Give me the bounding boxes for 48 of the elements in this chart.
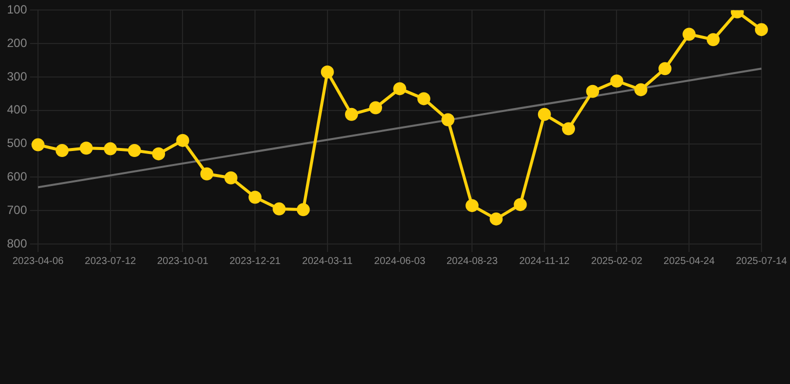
y-tick-label: 500 xyxy=(6,136,28,150)
point xyxy=(610,74,624,88)
point xyxy=(754,23,768,36)
x-tick-label: 2023-07-12 xyxy=(84,256,136,267)
x-tick-label: 2024-03-11 xyxy=(302,256,354,267)
x-tick-label: 2025-04-24 xyxy=(664,256,716,267)
y-tick-label: 600 xyxy=(6,170,28,184)
y-tick-label: 300 xyxy=(6,69,28,84)
point xyxy=(200,167,214,180)
point xyxy=(152,147,166,160)
point xyxy=(369,101,382,114)
point xyxy=(634,83,648,96)
point xyxy=(80,142,93,155)
point xyxy=(466,199,479,212)
point xyxy=(441,113,454,126)
point xyxy=(344,108,358,121)
point xyxy=(320,65,334,78)
point xyxy=(586,84,600,98)
point xyxy=(248,190,262,204)
point xyxy=(417,92,430,106)
y-tick-label: 400 xyxy=(6,102,28,117)
y-tick-label: 100 xyxy=(6,2,28,17)
x-tick-label: 2023-10-01 xyxy=(157,256,209,267)
x-tick-label: 2024-06-03 xyxy=(374,256,426,267)
point xyxy=(128,144,141,157)
x-tick-label: 2025-02-02 xyxy=(591,256,643,267)
y-tick-label: 800 xyxy=(6,236,28,250)
point xyxy=(658,62,672,76)
x-tick-label: 2023-04-06 xyxy=(12,256,64,267)
y-tick-label: 200 xyxy=(6,36,28,50)
point xyxy=(272,202,286,216)
point xyxy=(706,33,720,46)
point xyxy=(224,171,238,184)
point xyxy=(490,212,503,226)
point xyxy=(104,142,117,156)
point xyxy=(562,122,576,136)
x-tick-label: 2024-08-23 xyxy=(446,256,498,267)
point xyxy=(56,144,69,157)
point xyxy=(296,203,310,216)
x-tick-label: 2023-12-21 xyxy=(229,256,282,267)
point xyxy=(176,134,190,147)
point xyxy=(682,28,696,41)
point xyxy=(538,108,551,121)
x-tick-label: 2024-11-12 xyxy=(519,256,570,267)
point xyxy=(514,198,527,212)
point xyxy=(393,82,406,96)
y-tick-label: 700 xyxy=(6,202,28,217)
x-tick-label: 2025-07-14 xyxy=(736,256,788,267)
